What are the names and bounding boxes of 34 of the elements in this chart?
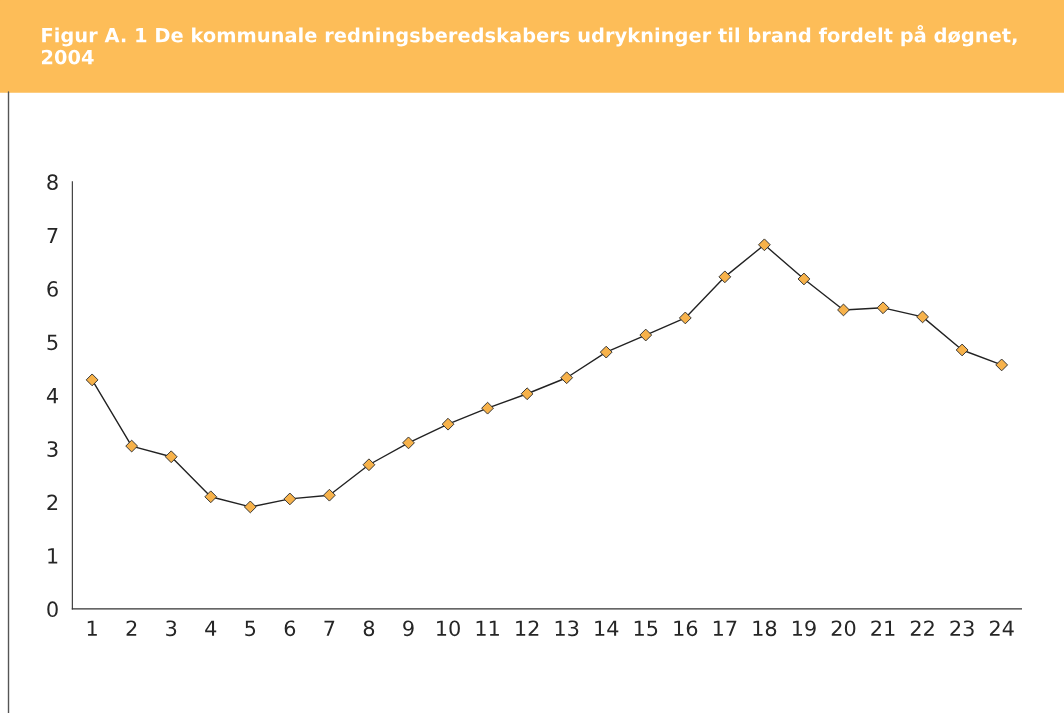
x-tick-label: 12 xyxy=(516,620,539,636)
y-tick-label: 8 xyxy=(47,174,58,191)
x-tick-label: 16 xyxy=(674,620,698,637)
y-tick-label: 0 xyxy=(47,601,58,618)
chart-title: Figur A. 1 De kommunale redningsberedskabers udrykninger til brand fordelt på døgnet, 2004 xyxy=(41,24,1017,65)
x-tick-label: 2 xyxy=(126,620,137,636)
x-tick-label: 21 xyxy=(871,620,895,636)
x-tick-label: 13 xyxy=(555,620,579,637)
x-tick-label: 17 xyxy=(713,620,737,636)
x-tick-label: 11 xyxy=(476,620,499,636)
y-tick-label: 5 xyxy=(47,334,58,351)
y-tick-label: 4 xyxy=(46,388,58,404)
x-tick-label: 8 xyxy=(363,620,375,637)
x-tick-label: 19 xyxy=(792,620,816,637)
x-tick-label: 4 xyxy=(205,620,217,636)
y-tick-label: 6 xyxy=(47,281,58,297)
x-tick-label: 9 xyxy=(403,620,414,637)
x-tick-label: 7 xyxy=(324,620,335,636)
x-tick-label: 22 xyxy=(910,620,934,636)
x-tick-label: 1 xyxy=(87,620,97,636)
y-tick-label: 2 xyxy=(47,494,58,511)
x-tick-label: 18 xyxy=(753,620,777,637)
x-tick-label: 24 xyxy=(989,620,1014,636)
y-tick-label: 7 xyxy=(47,227,58,244)
x-tick-label: 6 xyxy=(284,620,296,637)
x-tick-label: 5 xyxy=(245,620,256,637)
x-tick-label: 15 xyxy=(634,620,658,637)
x-tick-label: 3 xyxy=(166,620,177,637)
y-tick-label: 3 xyxy=(47,441,58,457)
x-tick-label: 10 xyxy=(437,620,460,637)
x-tick-label: 23 xyxy=(950,620,974,637)
x-tick-label: 20 xyxy=(831,620,856,637)
y-tick-label: 1 xyxy=(48,548,58,564)
x-tick-label: 14 xyxy=(595,620,619,636)
